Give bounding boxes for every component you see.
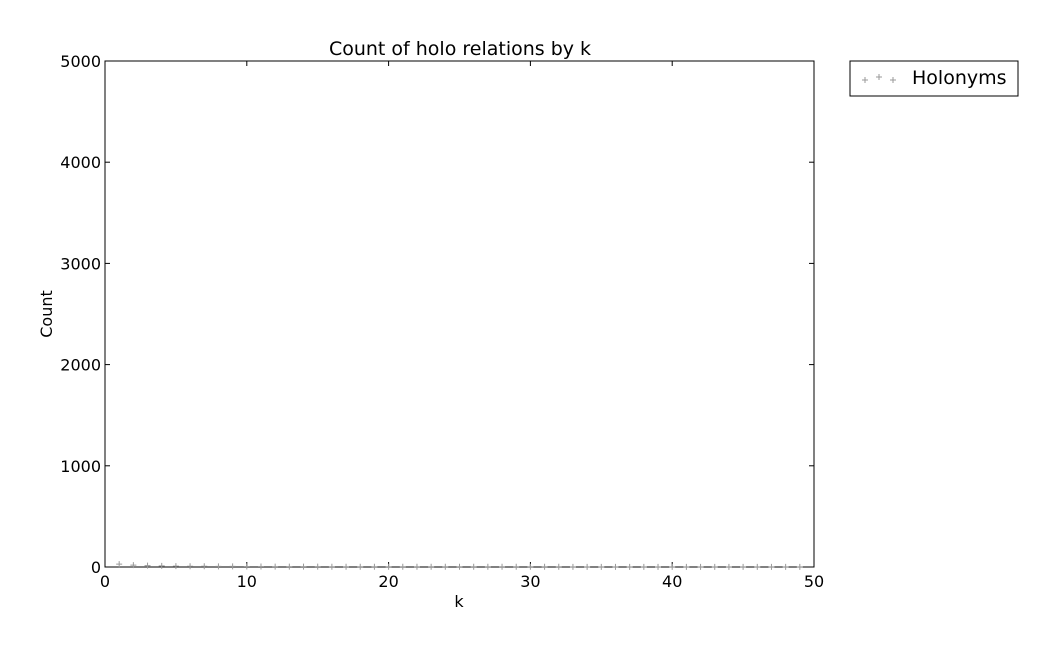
data-point xyxy=(300,563,307,570)
data-point xyxy=(243,563,250,570)
data-point xyxy=(399,563,406,570)
data-point xyxy=(598,563,605,570)
data-point xyxy=(513,563,520,570)
data-point xyxy=(697,563,704,570)
data-point xyxy=(130,562,137,569)
x-axis-label: k xyxy=(454,592,464,611)
x-tick-label: 40 xyxy=(662,572,682,591)
y-tick-label: 4000 xyxy=(60,153,101,172)
legend-box xyxy=(849,60,1019,97)
y-axis: 0 1000 2000 3000 4000 5000 xyxy=(60,52,814,577)
data-point xyxy=(484,563,491,570)
x-tick-label: 50 xyxy=(804,572,824,591)
data-point xyxy=(754,563,761,570)
data-point xyxy=(413,563,420,570)
data-point xyxy=(385,563,392,570)
data-point xyxy=(640,563,647,570)
legend-marker xyxy=(862,77,868,83)
data-point xyxy=(343,563,350,570)
chart-title: Count of holo relations by k xyxy=(329,38,591,60)
data-point xyxy=(371,563,378,570)
data-point xyxy=(470,563,477,570)
data-point xyxy=(626,563,633,570)
data-point xyxy=(768,563,775,570)
legend-label-holonyms: Holonyms xyxy=(912,67,1007,89)
data-point xyxy=(499,563,506,570)
x-tick-label: 10 xyxy=(237,572,257,591)
legend-marker xyxy=(890,77,896,83)
legend: Holonyms xyxy=(849,60,1019,97)
data-point xyxy=(172,563,179,570)
data-point xyxy=(711,563,718,570)
data-point xyxy=(116,561,123,568)
data-point xyxy=(428,563,435,570)
y-tick-label: 2000 xyxy=(60,356,101,375)
data-point xyxy=(612,563,619,570)
data-point xyxy=(187,563,194,570)
y-tick-label: 5000 xyxy=(60,52,101,71)
data-point xyxy=(655,563,662,570)
data-point xyxy=(328,563,335,570)
y-tick-label: 3000 xyxy=(60,254,101,273)
y-tick-label: 1000 xyxy=(60,457,101,476)
data-point xyxy=(314,563,321,570)
data-point xyxy=(569,563,576,570)
data-point xyxy=(725,563,732,570)
data-point xyxy=(357,563,364,570)
data-point xyxy=(158,562,165,569)
data-point xyxy=(215,563,222,570)
x-tick-label: 20 xyxy=(378,572,398,591)
data-point xyxy=(144,562,151,569)
y-tick-label: 0 xyxy=(91,558,101,577)
data-point xyxy=(740,563,747,570)
plot-frame xyxy=(104,60,815,568)
data-point xyxy=(456,563,463,570)
data-point xyxy=(584,563,591,570)
data-point xyxy=(442,563,449,570)
x-tick-label: 0 xyxy=(100,572,110,591)
data-point xyxy=(669,563,676,570)
x-axis: 0 10 20 30 40 50 xyxy=(100,61,824,591)
data-point xyxy=(541,563,548,570)
data-point xyxy=(782,563,789,570)
legend-marker-holonyms xyxy=(862,74,896,83)
data-point xyxy=(796,563,803,570)
data-point xyxy=(555,563,562,570)
data-point xyxy=(257,563,264,570)
x-tick-label: 30 xyxy=(520,572,540,591)
y-axis-label: Count xyxy=(37,290,56,338)
data-point xyxy=(683,563,690,570)
data-point xyxy=(527,563,534,570)
legend-marker xyxy=(876,74,882,80)
data-point xyxy=(229,563,236,570)
data-point xyxy=(286,563,293,570)
data-point xyxy=(272,563,279,570)
holonyms-series xyxy=(116,561,803,570)
data-point xyxy=(201,563,208,570)
